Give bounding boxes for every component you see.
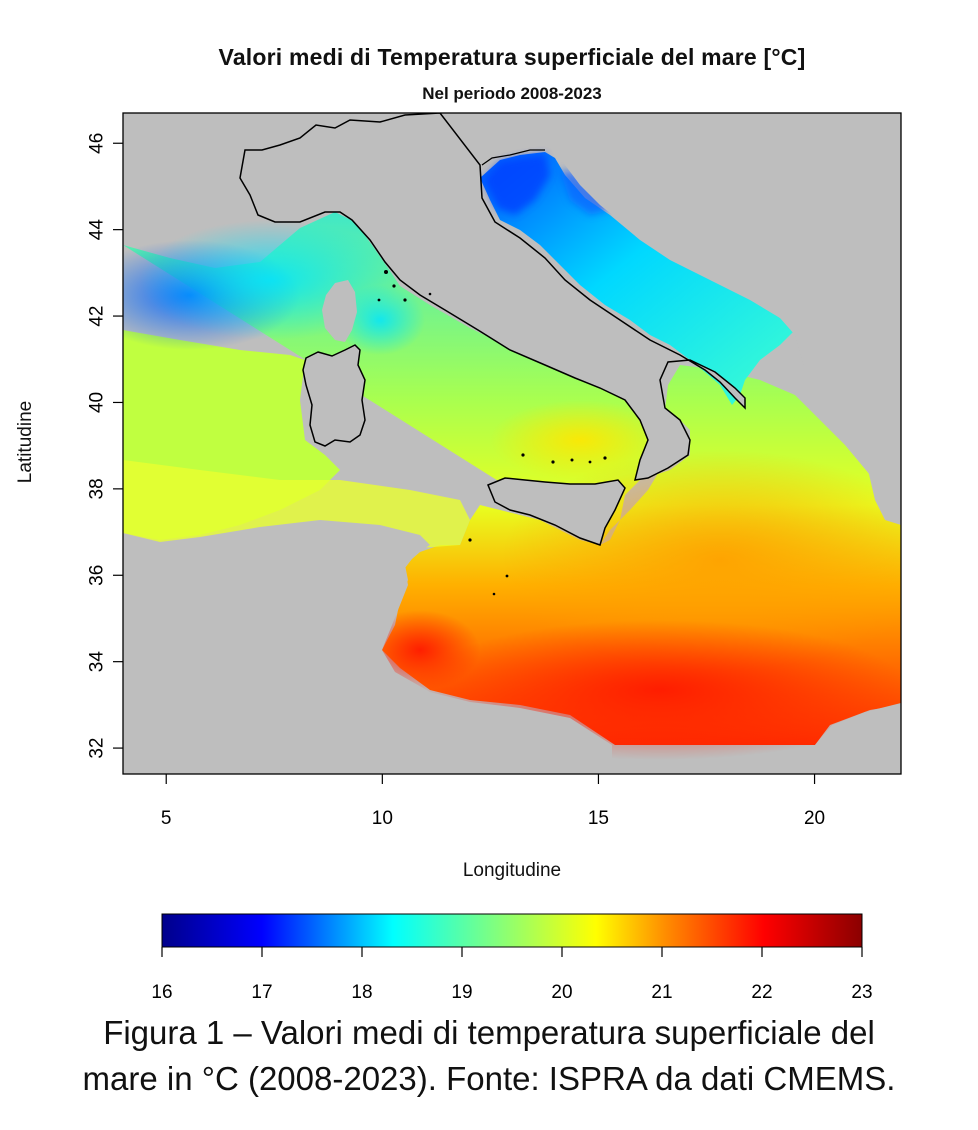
libya-east-land (815, 703, 901, 774)
y-tick-label: 42 (87, 305, 108, 326)
y-tick-label: 32 (87, 738, 108, 759)
corsica-island (322, 280, 357, 342)
sea-tyrrhenian-yellow (490, 400, 670, 480)
colorbar-tick-label: 19 (451, 982, 472, 1000)
colorbar (161, 913, 863, 948)
sardinia-island (302, 344, 366, 447)
y-axis: 32 34 36 38 40 42 44 46 (87, 133, 123, 759)
sst-map: 5 10 15 20 32 34 36 38 40 42 44 46 16 17 18 19 20 21 22 2… (87, 112, 902, 1000)
x-tick-label: 10 (372, 808, 393, 829)
colorbar-tick-label: 21 (651, 982, 672, 1000)
small-islands (377, 270, 607, 596)
croatia-coastline (481, 149, 545, 166)
caption-line-2: mare in °C (2008-2023). Fonte: ISPRA da … (82, 1060, 896, 1097)
y-tick-label: 46 (87, 133, 108, 154)
x-tick-label: 20 (804, 808, 825, 829)
colorbar-tick-label: 23 (851, 982, 872, 1000)
colorbar-tick-label: 20 (551, 982, 572, 1000)
y-tick-label: 34 (87, 651, 108, 673)
sea-tyrrhenian-cyan (335, 285, 425, 355)
colorbar-axis: 16 17 18 19 20 21 22 23 (151, 947, 873, 1000)
y-tick-label: 44 (87, 219, 108, 241)
sea-croatia-coast (560, 170, 610, 215)
y-tick-label: 38 (87, 478, 108, 499)
sea-adriatic-north (484, 154, 550, 215)
map-subtitle: Nel periodo 2008-2023 (422, 84, 602, 103)
map-title: Valori medi di Temperatura superficiale … (218, 44, 806, 70)
plot-frame (122, 112, 902, 775)
colorbar-tick-label: 16 (151, 982, 172, 1000)
x-tick-label: 5 (161, 808, 172, 829)
colorbar-tick-label: 22 (751, 982, 772, 1000)
colorbar-tick-label: 18 (351, 982, 372, 1000)
colorbar-tick-label: 17 (251, 982, 272, 1000)
x-axis: 5 10 15 20 (161, 774, 825, 829)
figure-caption: Figura 1 – Valori medi di temperatura su… (0, 1010, 978, 1102)
y-tick-label: 40 (87, 392, 108, 413)
sea-adriatic (480, 152, 795, 405)
italy-mainland (239, 113, 746, 481)
x-tick-label: 15 (588, 808, 609, 829)
greece-land (868, 465, 901, 525)
y-tick-label: 36 (87, 565, 108, 586)
sicily-island (487, 477, 626, 546)
x-axis-label: Longitudine (462, 860, 562, 881)
caption-line-1: Figura 1 – Valori medi di temperatura su… (103, 1014, 875, 1051)
balkan-land (545, 113, 901, 470)
africa-land (123, 520, 612, 774)
